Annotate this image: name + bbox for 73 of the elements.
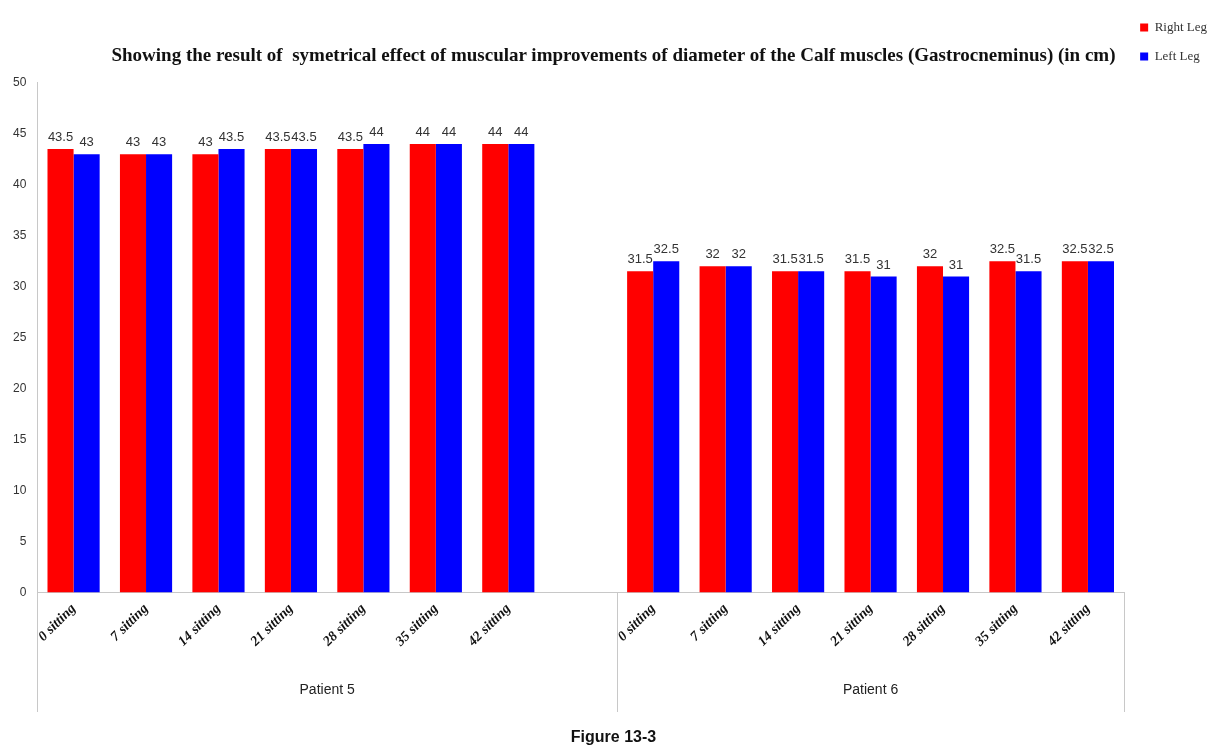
data-label: 31.5	[772, 251, 798, 267]
y-tick-label: 0	[19, 584, 27, 599]
caption: Figure 13-3	[570, 728, 657, 746]
data-label: 44	[441, 124, 457, 140]
legend-label: Left Leg	[1154, 47, 1201, 63]
bar	[943, 276, 970, 593]
y-tick-label: 45	[12, 126, 27, 141]
data-label: 31	[948, 256, 964, 272]
data-label: 32.5	[653, 241, 679, 257]
y-tick-label: 20	[12, 380, 27, 395]
bar	[916, 266, 944, 593]
bar	[47, 149, 74, 593]
data-label: 43	[79, 134, 94, 150]
bar	[627, 271, 654, 593]
bar	[798, 271, 825, 593]
bar	[409, 143, 436, 593]
data-label: 44	[488, 124, 503, 140]
bar	[1061, 261, 1088, 593]
data-label: 31.5	[1015, 251, 1042, 267]
data-label: 31.5	[627, 251, 653, 267]
text: Patient 5	[299, 680, 355, 697]
y-tick-label: 10	[12, 482, 27, 497]
bar	[725, 266, 752, 593]
bar	[264, 149, 291, 593]
bar	[1015, 271, 1042, 593]
data-label: 32	[705, 246, 720, 262]
data-label: 43.5	[291, 129, 317, 145]
bar	[1087, 261, 1114, 593]
y-tick-label: 35	[12, 228, 27, 242]
data-label: 43	[151, 134, 167, 150]
chart-title: Showing the result of symetrical effect of muscular improvements of diameter of the Calf muscles (Gastrocneminus) (in cm)	[111, 44, 1116, 67]
bar	[482, 143, 509, 593]
bar	[844, 271, 871, 593]
data-label: 43.5	[337, 129, 363, 145]
data-label: 32.5	[1062, 241, 1088, 257]
data-label: 32	[922, 246, 938, 262]
bar	[192, 154, 219, 593]
bar	[73, 154, 100, 593]
y-tick-label: 25	[12, 329, 27, 344]
data-label: 31.5	[798, 251, 824, 267]
bar	[508, 143, 535, 593]
bar	[653, 261, 680, 593]
data-label: 32.5	[989, 241, 1016, 257]
data-label: 44	[415, 124, 431, 140]
bar	[337, 149, 364, 593]
bar	[363, 143, 390, 593]
y-tick-label: 40	[12, 177, 27, 192]
legend-label: Right Leg	[1154, 18, 1208, 34]
data-label: 43	[198, 134, 213, 150]
y-tick-label: 5	[19, 533, 27, 548]
data-label: 44	[514, 124, 529, 140]
y-tick-label: 50	[12, 75, 27, 90]
text: Patient 6	[842, 680, 899, 697]
bar	[290, 149, 318, 593]
data-label: 31.5	[844, 251, 871, 267]
bar	[870, 276, 897, 593]
data-label: 44	[369, 124, 384, 140]
data-label: 43	[125, 134, 141, 150]
data-label: 43.5	[265, 129, 291, 145]
bar	[699, 266, 726, 593]
y-tick-label: 15	[12, 431, 27, 446]
bar	[435, 143, 462, 593]
data-label: 43.5	[47, 129, 74, 145]
bar	[989, 261, 1016, 593]
data-label: 32	[731, 246, 746, 262]
bar	[119, 154, 147, 593]
data-label: 32.5	[1088, 241, 1114, 257]
bar	[218, 149, 245, 593]
data-label: 31	[876, 256, 891, 272]
data-label: 43.5	[218, 129, 245, 145]
bar	[772, 271, 799, 593]
y-tick-label: 30	[12, 278, 27, 293]
bar	[146, 154, 173, 593]
